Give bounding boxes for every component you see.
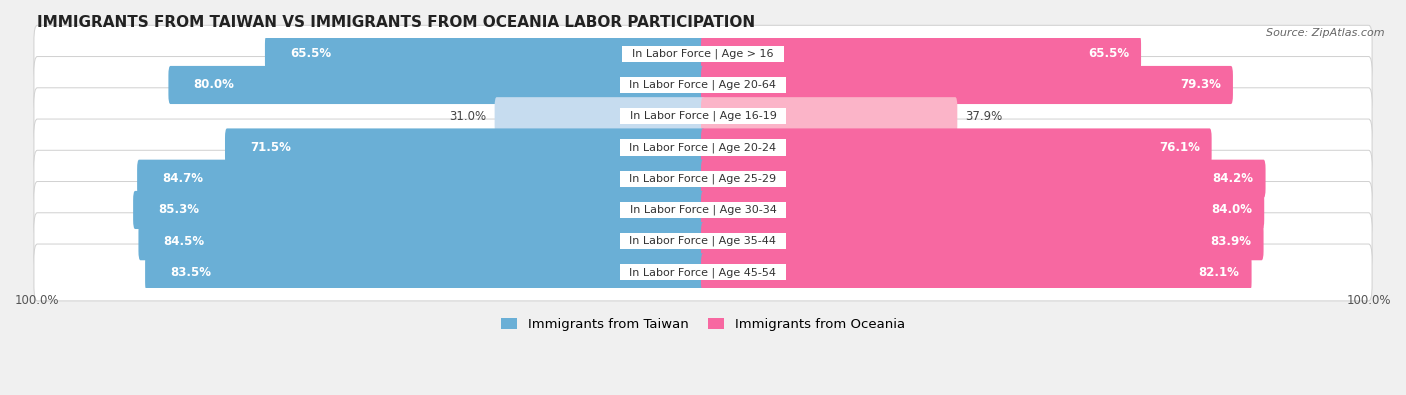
FancyBboxPatch shape [702, 191, 1264, 229]
FancyBboxPatch shape [138, 222, 704, 260]
Text: 65.5%: 65.5% [290, 47, 332, 60]
Text: In Labor Force | Age 20-24: In Labor Force | Age 20-24 [623, 142, 783, 153]
Text: In Labor Force | Age 20-64: In Labor Force | Age 20-64 [623, 80, 783, 90]
Text: 84.7%: 84.7% [163, 172, 204, 185]
Text: 80.0%: 80.0% [194, 79, 235, 92]
FancyBboxPatch shape [34, 56, 1372, 113]
FancyBboxPatch shape [702, 160, 1265, 198]
Text: In Labor Force | Age 16-19: In Labor Force | Age 16-19 [623, 111, 783, 122]
FancyBboxPatch shape [702, 254, 1251, 292]
FancyBboxPatch shape [34, 182, 1372, 239]
Text: 85.3%: 85.3% [159, 203, 200, 216]
Text: 65.5%: 65.5% [1088, 47, 1129, 60]
Text: 84.2%: 84.2% [1212, 172, 1254, 185]
FancyBboxPatch shape [138, 160, 704, 198]
FancyBboxPatch shape [34, 213, 1372, 270]
FancyBboxPatch shape [702, 222, 1264, 260]
FancyBboxPatch shape [702, 35, 1142, 73]
FancyBboxPatch shape [702, 66, 1233, 104]
FancyBboxPatch shape [34, 25, 1372, 82]
FancyBboxPatch shape [34, 88, 1372, 145]
Text: IMMIGRANTS FROM TAIWAN VS IMMIGRANTS FROM OCEANIA LABOR PARTICIPATION: IMMIGRANTS FROM TAIWAN VS IMMIGRANTS FRO… [37, 15, 755, 30]
Text: Source: ZipAtlas.com: Source: ZipAtlas.com [1267, 28, 1385, 38]
Text: 71.5%: 71.5% [250, 141, 291, 154]
FancyBboxPatch shape [34, 119, 1372, 176]
FancyBboxPatch shape [34, 150, 1372, 207]
FancyBboxPatch shape [495, 97, 704, 135]
Text: 83.5%: 83.5% [170, 266, 211, 279]
FancyBboxPatch shape [169, 66, 704, 104]
Text: In Labor Force | Age 25-29: In Labor Force | Age 25-29 [623, 173, 783, 184]
Text: In Labor Force | Age > 16: In Labor Force | Age > 16 [626, 49, 780, 59]
Text: 79.3%: 79.3% [1180, 79, 1220, 92]
Text: 82.1%: 82.1% [1199, 266, 1240, 279]
Text: 84.0%: 84.0% [1211, 203, 1253, 216]
Text: 84.5%: 84.5% [163, 235, 205, 248]
Text: 76.1%: 76.1% [1159, 141, 1199, 154]
Text: In Labor Force | Age 35-44: In Labor Force | Age 35-44 [623, 236, 783, 246]
FancyBboxPatch shape [134, 191, 704, 229]
FancyBboxPatch shape [702, 128, 1212, 167]
Text: In Labor Force | Age 45-54: In Labor Force | Age 45-54 [623, 267, 783, 278]
FancyBboxPatch shape [225, 128, 704, 167]
Text: In Labor Force | Age 30-34: In Labor Force | Age 30-34 [623, 205, 783, 215]
FancyBboxPatch shape [145, 254, 704, 292]
Legend: Immigrants from Taiwan, Immigrants from Oceania: Immigrants from Taiwan, Immigrants from … [496, 313, 910, 337]
Text: 83.9%: 83.9% [1211, 235, 1251, 248]
FancyBboxPatch shape [264, 35, 704, 73]
FancyBboxPatch shape [34, 244, 1372, 301]
Text: 37.9%: 37.9% [966, 110, 1002, 123]
Text: 31.0%: 31.0% [450, 110, 486, 123]
FancyBboxPatch shape [702, 97, 957, 135]
